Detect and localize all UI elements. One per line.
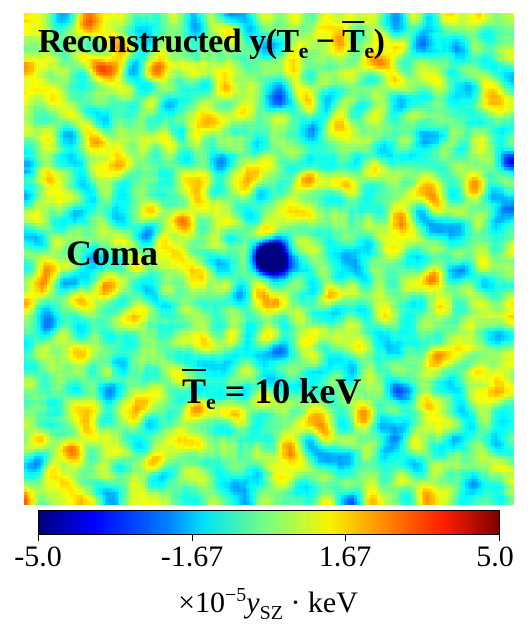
colorbar-tick (345, 535, 346, 541)
colorbar-tick-label: 1.67 (318, 540, 372, 573)
unit-exponent: −5 (224, 584, 247, 606)
colorbar-unit-label: ×10−5ySZ · keV (178, 584, 358, 625)
colorbar-tick (192, 535, 193, 541)
colorbar-tick-label: -1.67 (160, 540, 224, 573)
temp-sub-e: e (206, 389, 216, 414)
colorbar-tick-label: -5.0 (14, 540, 62, 573)
colorbar (38, 510, 500, 535)
reconstructed-sz-map: Reconstructed y(Te − Te) Coma Te = 10 ke… (24, 13, 514, 505)
unit-sub: SZ (259, 602, 283, 624)
unit-suffix: · keV (282, 586, 358, 619)
colorbar-tick-label: 5.0 (476, 540, 514, 573)
temp-mean-t: T (182, 371, 207, 411)
unit-prefix: ×10 (178, 586, 225, 619)
title-sub-e2: e (364, 38, 374, 63)
title-prefix: Reconstructed y(T (38, 23, 299, 60)
map-title: Reconstructed y(Te − Te) (38, 23, 385, 63)
colorbar-tick (499, 535, 500, 541)
region-label: Coma (66, 233, 158, 273)
title-sub-e: e (298, 38, 309, 63)
title-mean-t: T (342, 23, 365, 60)
map-canvas (24, 13, 514, 505)
unit-y: y (246, 586, 260, 619)
colorbar-tick (38, 535, 39, 541)
title-minus: − (307, 23, 343, 60)
temp-value: = 10 keV (215, 371, 362, 411)
temperature-label: Te = 10 keV (182, 373, 361, 413)
title-suffix: ) (373, 23, 385, 60)
